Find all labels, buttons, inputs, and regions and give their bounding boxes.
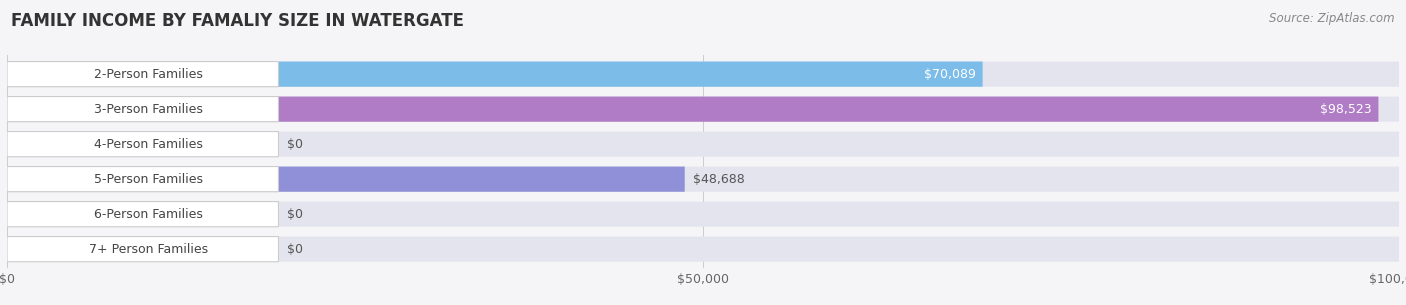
Text: $0: $0 <box>287 138 302 151</box>
FancyBboxPatch shape <box>7 202 278 227</box>
FancyBboxPatch shape <box>7 167 685 192</box>
Text: 3-Person Families: 3-Person Families <box>94 103 202 116</box>
Text: Source: ZipAtlas.com: Source: ZipAtlas.com <box>1270 12 1395 25</box>
FancyBboxPatch shape <box>7 97 1378 122</box>
Text: 7+ Person Families: 7+ Person Families <box>89 243 208 256</box>
FancyBboxPatch shape <box>7 97 1399 122</box>
FancyBboxPatch shape <box>7 237 278 262</box>
FancyBboxPatch shape <box>7 167 278 192</box>
Text: $0: $0 <box>287 208 302 221</box>
Text: $70,089: $70,089 <box>924 68 976 81</box>
Text: FAMILY INCOME BY FAMALIY SIZE IN WATERGATE: FAMILY INCOME BY FAMALIY SIZE IN WATERGA… <box>11 12 464 30</box>
FancyBboxPatch shape <box>7 237 1399 262</box>
FancyBboxPatch shape <box>7 62 278 87</box>
Text: 5-Person Families: 5-Person Families <box>94 173 202 186</box>
Text: $0: $0 <box>287 243 302 256</box>
FancyBboxPatch shape <box>7 131 1399 157</box>
FancyBboxPatch shape <box>7 131 278 157</box>
FancyBboxPatch shape <box>7 167 1399 192</box>
FancyBboxPatch shape <box>7 62 1399 87</box>
Text: 6-Person Families: 6-Person Families <box>94 208 202 221</box>
Text: $48,688: $48,688 <box>693 173 745 186</box>
Text: 4-Person Families: 4-Person Families <box>94 138 202 151</box>
FancyBboxPatch shape <box>7 202 1399 227</box>
Text: 2-Person Families: 2-Person Families <box>94 68 202 81</box>
FancyBboxPatch shape <box>7 62 983 87</box>
Text: $98,523: $98,523 <box>1320 103 1371 116</box>
FancyBboxPatch shape <box>7 97 278 122</box>
